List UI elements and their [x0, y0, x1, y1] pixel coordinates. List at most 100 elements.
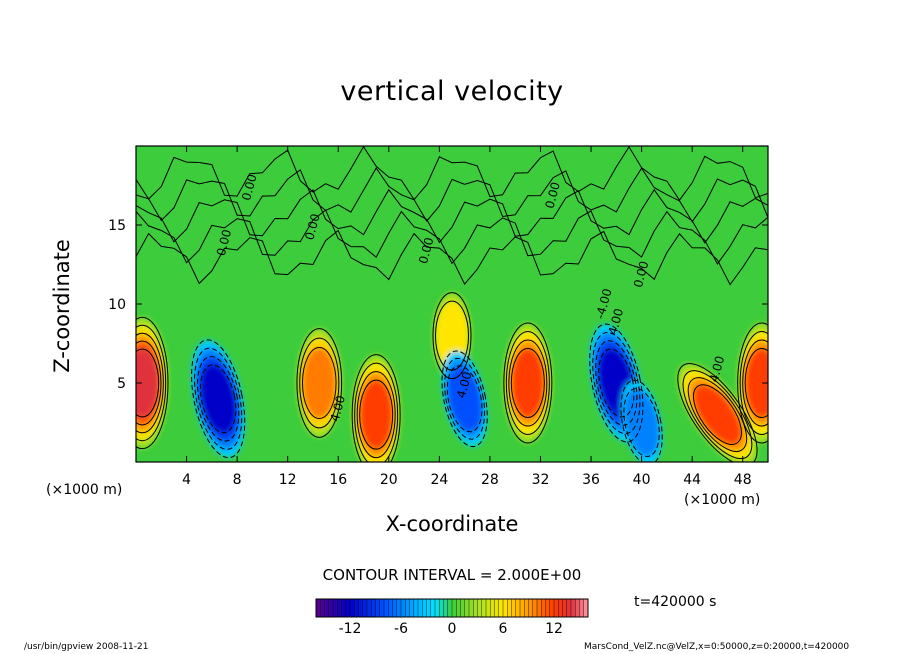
y-tick-label: 5 [117, 376, 126, 392]
colorbar-cell [481, 599, 487, 617]
zero-contour-line [136, 209, 768, 265]
colorbar-cell [392, 599, 398, 617]
contour-line [508, 339, 548, 427]
contour-line [620, 379, 663, 462]
contour-line [739, 331, 768, 435]
x-unit-label-left: (×1000 m) [46, 482, 123, 498]
colorbar-cell [379, 599, 385, 617]
y-tick-label: 15 [108, 218, 126, 234]
colorbar-cell [396, 599, 402, 617]
colorbar-cell [328, 599, 334, 617]
colorbar-cell [439, 599, 444, 617]
x-tick-label: 48 [734, 472, 752, 488]
contour-line [136, 332, 164, 434]
x-tick-label: 24 [430, 472, 448, 488]
colorbar-cell [460, 599, 466, 617]
colorbar-cell [490, 599, 495, 617]
colorbar-tick-label: 12 [545, 621, 563, 637]
x-tick-label: 16 [329, 472, 347, 488]
colorbar-cell [320, 599, 325, 617]
colorbar-cell [515, 599, 521, 617]
colorbar-cell [426, 599, 432, 617]
contour-line [199, 364, 237, 434]
feature-blob [511, 348, 545, 418]
colorbar-cell [571, 599, 576, 617]
colorbar-cell [554, 599, 559, 617]
x-tick-label: 28 [481, 472, 499, 488]
contour-line [682, 370, 753, 460]
x-tick-label: 32 [532, 472, 550, 488]
colorbar-cell [507, 599, 512, 617]
x-tick-label: 8 [233, 472, 242, 488]
colorbar-cell [354, 599, 359, 617]
contour-value-label: 4.00 [454, 370, 474, 399]
contour-line [503, 322, 553, 444]
contour-line [194, 347, 243, 450]
contour-line [505, 331, 550, 435]
colorbar-cell [447, 599, 453, 617]
colorbar-cell [350, 599, 355, 617]
contour-line [136, 324, 167, 442]
contour-line [136, 316, 169, 450]
contour-line [589, 323, 644, 443]
contour-line [356, 371, 396, 459]
colorbar-cell [545, 599, 551, 617]
colorbar-cell [316, 599, 321, 617]
colorbar-cell [473, 599, 478, 617]
footer-dataset: MarsCond_VelZ.nc@VelZ,x=0:50000,z=0:2000… [584, 642, 850, 652]
zero-contour-line [136, 188, 768, 244]
colorbar-cell [456, 599, 461, 617]
colorbar-cell [579, 599, 585, 617]
x-tick-label: 44 [683, 472, 701, 488]
colorbar-cell [324, 599, 330, 617]
contour-line [744, 348, 768, 418]
feature-blob [693, 384, 742, 445]
contour-line [197, 356, 240, 442]
contour-line [302, 347, 337, 419]
colorbar-cell [532, 599, 538, 617]
zero-contour-line [136, 229, 768, 286]
colorbar-cell [464, 599, 470, 617]
y-tick-label: 10 [108, 297, 126, 313]
colorbar-cell [583, 599, 589, 617]
feature-blob [447, 365, 482, 432]
chart-title: vertical velocity [340, 76, 564, 107]
colorbar-cell [528, 599, 534, 617]
contour-value-label: 0.00 [214, 228, 234, 257]
colorbar-cell [375, 599, 381, 617]
colorbar-cell [558, 599, 563, 617]
colorbar-cell [486, 599, 491, 617]
contour-line [510, 348, 545, 418]
x-tick-label: 20 [380, 472, 398, 488]
contour-line [351, 354, 401, 462]
colorbar-cell [337, 599, 342, 617]
colorbar-cell [384, 599, 389, 617]
contour-line [359, 379, 394, 450]
contour-line [446, 365, 483, 433]
contour-line [444, 357, 486, 440]
colorbar-cell [469, 599, 474, 617]
colorbar-cell [401, 599, 406, 617]
colorbar-cell [541, 599, 546, 617]
contour-line [687, 377, 748, 452]
contour-line [677, 363, 758, 462]
feature-blob [745, 348, 768, 418]
contour-line [598, 348, 635, 418]
x-tick-label: 36 [582, 472, 600, 488]
contour-line [136, 340, 162, 426]
contour-line [296, 328, 343, 438]
contour-line [354, 362, 399, 462]
colorbar-cell [435, 599, 440, 617]
footer-command: /usr/bin/gpview 2008-11-21 [24, 642, 149, 652]
zero-contour-line [136, 167, 768, 223]
x-axis-label: X-coordinate [385, 512, 519, 536]
colorbar-cell [498, 599, 504, 617]
feature-blob [136, 349, 159, 417]
colorbar-cell [520, 599, 525, 617]
colorbar-cell [371, 599, 376, 617]
colorbar-cell [413, 599, 419, 617]
colorbar-cell [562, 599, 568, 617]
contour-line [737, 322, 768, 444]
colorbar-cell [524, 599, 529, 617]
